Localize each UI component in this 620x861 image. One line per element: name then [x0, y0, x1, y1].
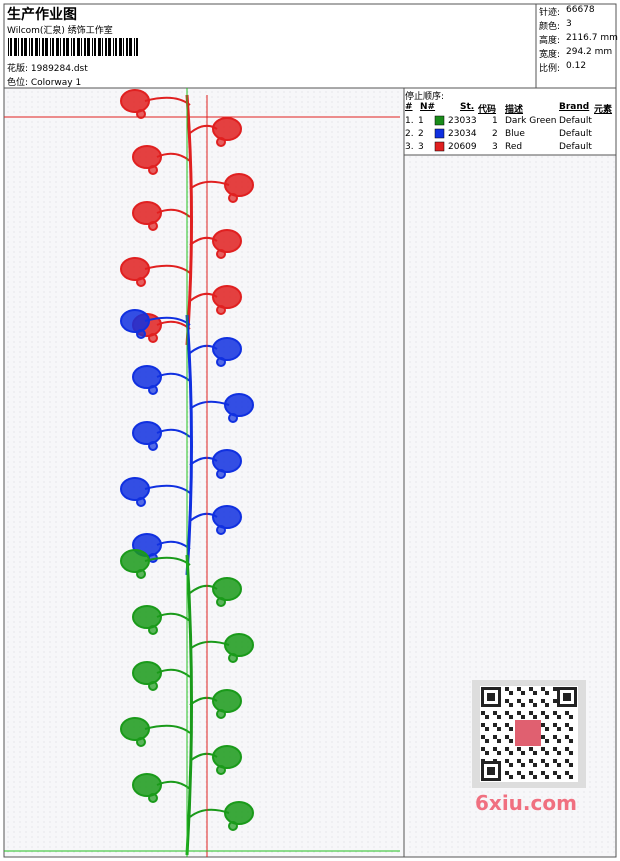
info-label: 宽度: [539, 50, 561, 60]
barcode [8, 38, 138, 56]
info-label: 针迹: [539, 8, 561, 18]
cell: Default [559, 116, 592, 126]
cell: 2. [405, 129, 414, 139]
cell: 1 [418, 116, 424, 126]
cell: 2 [492, 129, 498, 139]
info-value: 66678 [566, 5, 595, 15]
cell: 2 [418, 129, 424, 139]
column-header: Brand [559, 102, 590, 112]
info-value: 294.2 mm [566, 47, 613, 57]
design-file: 花版: 1989284.dst [7, 64, 88, 74]
cell: 23033 [448, 116, 477, 126]
design-panel [3, 87, 405, 858]
cell: 3 [418, 142, 424, 152]
studio: Wilcom(汇泉) 绣饰工作室 [7, 26, 113, 36]
column-header: 描述 [505, 105, 524, 115]
cell: Red [505, 142, 523, 152]
column-header: N# [420, 102, 436, 112]
info-value: 2116.7 mm [566, 33, 618, 43]
column-header: 代码 [478, 105, 497, 115]
info-label: 颜色: [539, 22, 561, 32]
swatches [434, 115, 445, 152]
info-value: 0.12 [566, 61, 587, 71]
cell: Default [559, 129, 592, 139]
cell: 1 [492, 116, 498, 126]
title: 生产作业图 [7, 7, 77, 23]
qr-code [472, 680, 586, 788]
column-header: St. [460, 102, 475, 112]
info-label: 比例: [539, 64, 561, 74]
cell: 3. [405, 142, 414, 152]
column-header: # [405, 102, 413, 112]
colorway: 色位: Colorway 1 [7, 78, 82, 88]
cell: 20609 [448, 142, 477, 152]
embroidery-design [120, 89, 254, 856]
cell: 3 [492, 142, 498, 152]
stop-title: 停止顺序: [405, 92, 445, 102]
column-header: 元素 [594, 105, 613, 115]
cell: 23034 [448, 129, 477, 139]
cell: 1. [405, 116, 414, 126]
info-value: 3 [566, 19, 572, 29]
cell: Dark Green [505, 116, 557, 126]
info-label: 高度: [539, 36, 561, 46]
cell: Blue [505, 129, 525, 139]
watermark: 6xiu.com [475, 791, 577, 815]
cell: Default [559, 142, 592, 152]
